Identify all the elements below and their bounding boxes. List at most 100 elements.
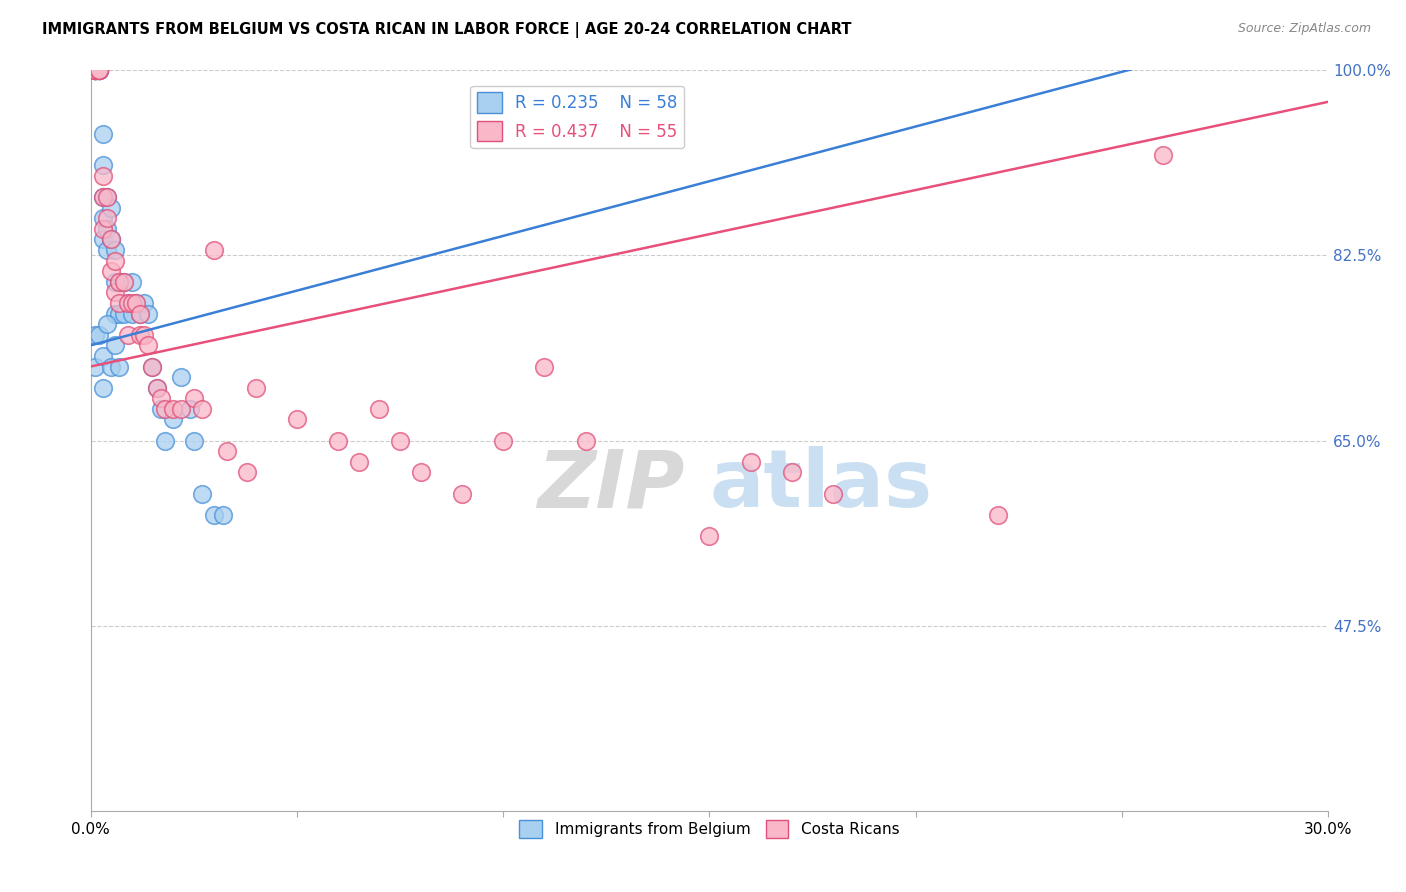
Point xyxy=(83,63,105,78)
Point xyxy=(987,508,1010,522)
Point xyxy=(83,63,105,78)
Point xyxy=(699,529,721,543)
Point xyxy=(145,381,167,395)
Point xyxy=(87,63,110,78)
Point xyxy=(153,434,176,448)
Point xyxy=(451,486,474,500)
Text: Source: ZipAtlas.com: Source: ZipAtlas.com xyxy=(1237,22,1371,36)
Point xyxy=(191,486,214,500)
Point xyxy=(91,127,114,141)
Point xyxy=(170,370,193,384)
Point xyxy=(492,434,515,448)
Point xyxy=(740,455,762,469)
Point xyxy=(211,508,233,522)
Point xyxy=(100,359,122,374)
Point xyxy=(91,211,114,226)
Point xyxy=(149,401,172,416)
Point xyxy=(87,63,110,78)
Point xyxy=(117,327,139,342)
Point xyxy=(104,307,127,321)
Point xyxy=(108,359,131,374)
Point xyxy=(121,275,143,289)
Point xyxy=(91,169,114,183)
Point xyxy=(91,232,114,246)
Point xyxy=(285,412,308,426)
Point xyxy=(117,296,139,310)
Point xyxy=(215,444,238,458)
Point xyxy=(245,381,267,395)
Point xyxy=(112,275,135,289)
Point xyxy=(108,275,131,289)
Point xyxy=(112,307,135,321)
Point xyxy=(83,63,105,78)
Point xyxy=(125,296,148,310)
Point xyxy=(87,63,110,78)
Point xyxy=(191,401,214,416)
Point xyxy=(108,296,131,310)
Point xyxy=(121,307,143,321)
Point xyxy=(100,232,122,246)
Point xyxy=(183,434,205,448)
Point xyxy=(388,434,411,448)
Point xyxy=(129,307,152,321)
Point xyxy=(83,63,105,78)
Legend: Immigrants from Belgium, Costa Ricans: Immigrants from Belgium, Costa Ricans xyxy=(513,814,905,845)
Point xyxy=(104,285,127,300)
Point xyxy=(368,401,391,416)
Point xyxy=(780,466,803,480)
Point xyxy=(179,401,201,416)
Point xyxy=(96,317,118,331)
Point xyxy=(145,381,167,395)
Text: IMMIGRANTS FROM BELGIUM VS COSTA RICAN IN LABOR FORCE | AGE 20-24 CORRELATION CH: IMMIGRANTS FROM BELGIUM VS COSTA RICAN I… xyxy=(42,22,852,38)
Point xyxy=(83,63,105,78)
Point xyxy=(202,508,225,522)
Point xyxy=(83,63,105,78)
Point xyxy=(83,63,105,78)
Point xyxy=(129,307,152,321)
Point xyxy=(141,359,163,374)
Point xyxy=(87,63,110,78)
Point xyxy=(91,349,114,363)
Point xyxy=(134,296,156,310)
Point xyxy=(162,412,184,426)
Point xyxy=(91,381,114,395)
Point xyxy=(575,434,598,448)
Point xyxy=(96,211,118,226)
Point xyxy=(87,63,110,78)
Point xyxy=(91,190,114,204)
Point xyxy=(134,327,156,342)
Point xyxy=(96,190,118,204)
Point xyxy=(533,359,555,374)
Point xyxy=(108,275,131,289)
Point xyxy=(83,63,105,78)
Point xyxy=(104,275,127,289)
Point xyxy=(823,486,845,500)
Point xyxy=(108,307,131,321)
Point xyxy=(87,63,110,78)
Point xyxy=(83,63,105,78)
Point xyxy=(91,158,114,172)
Point xyxy=(326,434,349,448)
Point xyxy=(138,307,160,321)
Point xyxy=(121,296,143,310)
Point xyxy=(162,401,184,416)
Point xyxy=(104,243,127,257)
Point xyxy=(409,466,432,480)
Point xyxy=(202,243,225,257)
Point xyxy=(1152,147,1174,161)
Point xyxy=(149,391,172,405)
Point xyxy=(141,359,163,374)
Point xyxy=(100,264,122,278)
Point xyxy=(83,63,105,78)
Text: ZIP: ZIP xyxy=(537,446,685,524)
Point xyxy=(112,275,135,289)
Point xyxy=(87,63,110,78)
Text: atlas: atlas xyxy=(710,446,932,524)
Point xyxy=(87,327,110,342)
Point xyxy=(96,222,118,236)
Point xyxy=(347,455,370,469)
Point xyxy=(100,232,122,246)
Point xyxy=(183,391,205,405)
Point xyxy=(170,401,193,416)
Point xyxy=(83,63,105,78)
